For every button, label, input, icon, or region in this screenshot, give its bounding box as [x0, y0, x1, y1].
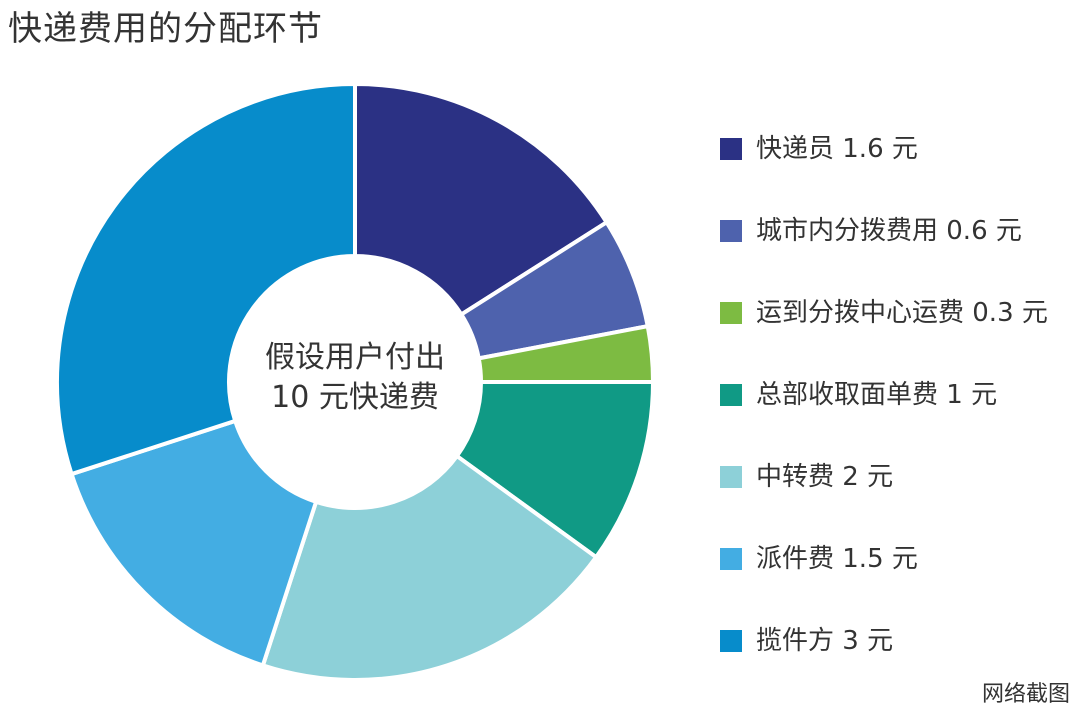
- pie-slice-6: [55, 82, 357, 477]
- legend-label: 派件费 1.5 元: [756, 544, 918, 574]
- legend-swatch: [720, 220, 742, 242]
- legend-label: 揽件方 3 元: [756, 626, 894, 656]
- legend-label: 中转费 2 元: [756, 462, 894, 492]
- donut-center-label: 假设用户付出 10 元快递费: [229, 338, 481, 418]
- chart-legend: 快递员 1.6 元 城市内分拨费用 0.6 元 运到分拨中心运费 0.3 元 总…: [720, 108, 1060, 682]
- legend-item: 快递员 1.6 元: [720, 108, 1060, 190]
- pie-slice-5: [69, 418, 319, 668]
- pie-slice-0: [353, 82, 609, 317]
- legend-swatch: [720, 548, 742, 570]
- legend-item: 中转费 2 元: [720, 436, 1060, 518]
- legend-label: 总部收取面单费 1 元: [756, 380, 998, 410]
- legend-swatch: [720, 138, 742, 160]
- center-text-line-1: 假设用户付出: [265, 340, 445, 375]
- legend-item: 总部收取面单费 1 元: [720, 354, 1060, 436]
- donut-slices: [55, 82, 655, 682]
- legend-swatch: [720, 384, 742, 406]
- legend-label: 快递员 1.6 元: [756, 134, 918, 164]
- chart-title: 快递费用的分配环节: [8, 9, 323, 49]
- center-text-line-2: 10 元快递费: [271, 380, 439, 415]
- pie-slice-4: [260, 454, 599, 682]
- legend-swatch: [720, 302, 742, 324]
- legend-swatch: [720, 466, 742, 488]
- legend-label: 城市内分拨费用 0.6 元: [756, 216, 1022, 246]
- legend-item: 运到分拨中心运费 0.3 元: [720, 272, 1060, 354]
- legend-item: 派件费 1.5 元: [720, 518, 1060, 600]
- legend-item: 揽件方 3 元: [720, 600, 1060, 682]
- watermark-text: 网络截图: [981, 682, 1070, 707]
- legend-label: 运到分拨中心运费 0.3 元: [756, 298, 1048, 328]
- legend-swatch: [720, 630, 742, 652]
- pie-slice-3: [454, 380, 655, 560]
- legend-item: 城市内分拨费用 0.6 元: [720, 190, 1060, 272]
